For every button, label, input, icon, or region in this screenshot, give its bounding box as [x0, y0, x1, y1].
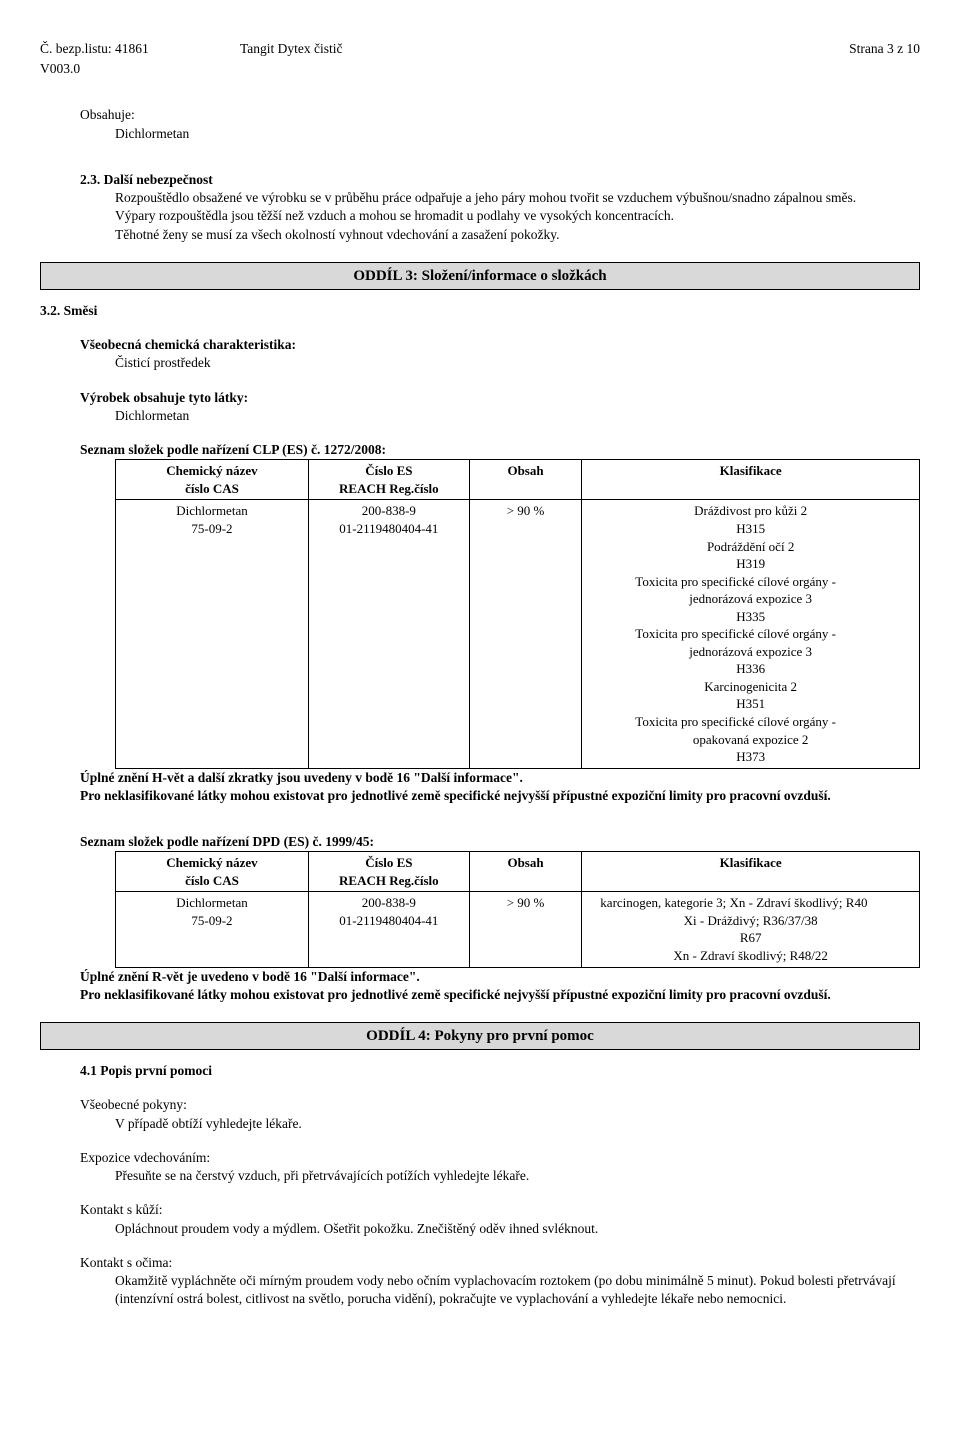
klas-line: Toxicita pro specifické cílové orgány -	[590, 713, 911, 731]
klas-line: karcinogen, kategorie 3; Xn - Zdraví ško…	[590, 894, 911, 912]
page-number: Strana 3 z 10	[800, 40, 920, 58]
reach-number: 01-2119480404-41	[317, 912, 461, 930]
dpd-table-title: Seznam složek podle nařízení DPD (ES) č.…	[80, 833, 920, 851]
inhalation-label: Expozice vdechováním:	[80, 1149, 920, 1167]
es-number: 200-838-9	[317, 502, 461, 520]
header-reach: REACH Reg.číslo	[317, 872, 461, 890]
table-row: Dichlormetan 75-09-2 200-838-9 01-211948…	[116, 892, 920, 967]
contains-label: Obsahuje:	[80, 106, 920, 124]
klas-line: opakovaná expozice 2	[590, 731, 911, 749]
table-header-row: Chemický název číslo CAS Číslo ES REACH …	[116, 852, 920, 892]
cell-chem-name: Dichlormetan 75-09-2	[116, 892, 309, 967]
eye-contact-value: Okamžitě vypláchněte oči mírným proudem …	[115, 1272, 920, 1308]
cas-number: 75-09-2	[124, 520, 300, 538]
dpd-table: Chemický název číslo CAS Číslo ES REACH …	[115, 851, 920, 967]
chem-name: Dichlormetan	[124, 894, 300, 912]
col-es-number: Číslo ES REACH Reg.číslo	[308, 852, 469, 892]
doc-version: V003.0	[40, 60, 920, 78]
doc-number: Č. bezp.listu: 41861	[40, 40, 240, 58]
cell-classification: karcinogen, kategorie 3; Xn - Zdraví ško…	[582, 892, 920, 967]
section-2-3-heading: 2.3. Další nebezpečnost	[80, 171, 920, 189]
table-header-row: Chemický název číslo CAS Číslo ES REACH …	[116, 460, 920, 500]
col-content: Obsah	[469, 460, 582, 500]
klas-line: Dráždivost pro kůži 2	[590, 502, 911, 520]
klas-line: H315	[590, 520, 911, 538]
klas-line: Toxicita pro specifické cílové orgány -	[590, 573, 911, 591]
product-contains-value: Dichlormetan	[115, 407, 920, 425]
general-advice-value: V případě obtíží vyhledejte lékaře.	[115, 1115, 920, 1133]
cas-number: 75-09-2	[124, 912, 300, 930]
cell-content: > 90 %	[469, 892, 582, 967]
dpd-note-1: Úplné znění R-vět je uvedeno v bodě 16 "…	[80, 968, 920, 986]
col-classification: Klasifikace	[582, 460, 920, 500]
general-characteristic-value: Čisticí prostředek	[115, 354, 920, 372]
contains-value: Dichlormetan	[115, 125, 920, 143]
doc-title: Tangit Dytex čistič	[240, 40, 800, 58]
general-characteristic-label: Všeobecná chemická charakteristika:	[80, 336, 920, 354]
section-4-bar: ODDÍL 4: Pokyny pro první pomoc	[40, 1022, 920, 1050]
klas-line: Karcinogenicita 2	[590, 678, 911, 696]
klas-line: H351	[590, 695, 911, 713]
klas-line: H319	[590, 555, 911, 573]
klas-line: jednorázová expozice 3	[590, 643, 911, 661]
klas-line: H335	[590, 608, 911, 626]
cell-classification: Dráždivost pro kůži 2 H315 Podráždění oč…	[582, 500, 920, 768]
chem-name: Dichlormetan	[124, 502, 300, 520]
klas-line: H336	[590, 660, 911, 678]
col-content: Obsah	[469, 852, 582, 892]
skin-contact-label: Kontakt s kůží:	[80, 1201, 920, 1219]
header-chem-name: Chemický název	[124, 462, 300, 480]
clp-note-1: Úplné znění H-vět a další zkratky jsou u…	[80, 769, 920, 787]
header-es: Číslo ES	[317, 462, 461, 480]
cell-es-number: 200-838-9 01-2119480404-41	[308, 892, 469, 967]
header-chem-name: Chemický název	[124, 854, 300, 872]
clp-table-title: Seznam složek podle nařízení CLP (ES) č.…	[80, 441, 920, 459]
klas-line: jednorázová expozice 3	[590, 590, 911, 608]
cell-content: > 90 %	[469, 500, 582, 768]
dpd-note-2: Pro neklasifikované látky mohou existova…	[80, 986, 920, 1004]
es-number: 200-838-9	[317, 894, 461, 912]
header-es: Číslo ES	[317, 854, 461, 872]
klas-line: Podráždění očí 2	[590, 538, 911, 556]
cell-es-number: 200-838-9 01-2119480404-41	[308, 500, 469, 768]
klas-line: H373	[590, 748, 911, 766]
klas-line: Xi - Dráždivý; R36/37/38	[590, 912, 911, 930]
section-2-3-p2: Výpary rozpouštědla jsou těžší než vzduc…	[115, 207, 920, 225]
section-3-2-heading: 3.2. Směsi	[40, 302, 920, 320]
header-reach: REACH Reg.číslo	[317, 480, 461, 498]
table-row: Dichlormetan 75-09-2 200-838-9 01-211948…	[116, 500, 920, 768]
general-advice-label: Všeobecné pokyny:	[80, 1096, 920, 1114]
inhalation-value: Přesuňte se na čerstvý vzduch, při přetr…	[115, 1167, 920, 1185]
section-2-3-p1: Rozpouštědlo obsažené ve výrobku se v pr…	[115, 189, 920, 207]
section-3-bar: ODDÍL 3: Složení/informace o složkách	[40, 262, 920, 290]
klas-line: Toxicita pro specifické cílové orgány -	[590, 625, 911, 643]
section-2-3-p3: Těhotné ženy se musí za všech okolností …	[115, 226, 920, 244]
section-4-1-heading: 4.1 Popis první pomoci	[80, 1062, 920, 1080]
header-cas: číslo CAS	[124, 480, 300, 498]
col-classification: Klasifikace	[582, 852, 920, 892]
klas-line: Xn - Zdraví škodlivý; R48/22	[590, 947, 911, 965]
klas-line: R67	[590, 929, 911, 947]
col-es-number: Číslo ES REACH Reg.číslo	[308, 460, 469, 500]
header-cas: číslo CAS	[124, 872, 300, 890]
col-chemical-name: Chemický název číslo CAS	[116, 460, 309, 500]
product-contains-label: Výrobek obsahuje tyto látky:	[80, 389, 920, 407]
reach-number: 01-2119480404-41	[317, 520, 461, 538]
cell-chem-name: Dichlormetan 75-09-2	[116, 500, 309, 768]
clp-table: Chemický název číslo CAS Číslo ES REACH …	[115, 459, 920, 768]
eye-contact-label: Kontakt s očima:	[80, 1254, 920, 1272]
skin-contact-value: Opláchnout proudem vody a mýdlem. Ošetři…	[115, 1220, 920, 1238]
col-chemical-name: Chemický název číslo CAS	[116, 852, 309, 892]
page-header: Č. bezp.listu: 41861 Tangit Dytex čistič…	[40, 40, 920, 58]
clp-note-2: Pro neklasifikované látky mohou existova…	[80, 787, 920, 805]
